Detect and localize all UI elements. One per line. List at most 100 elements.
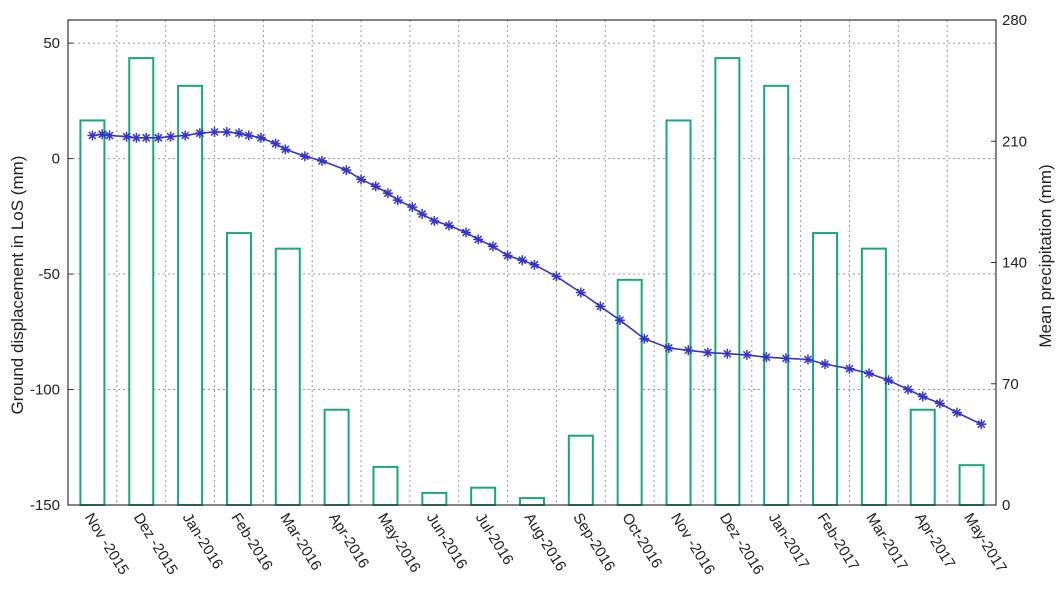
precipitation-bar bbox=[519, 497, 545, 507]
displacement-point bbox=[595, 301, 606, 312]
displacement-point bbox=[951, 407, 962, 418]
x-tick-label: May-2016 bbox=[374, 510, 424, 576]
precipitation-bar bbox=[372, 465, 399, 506]
displacement-series bbox=[87, 127, 987, 430]
right-y-axis-label: Mean precipitation (mm) bbox=[1036, 164, 1055, 347]
left-y-tick-label: -100 bbox=[30, 382, 60, 399]
displacement-point bbox=[575, 287, 586, 298]
precipitation-bar bbox=[958, 464, 985, 506]
precipitation-bar bbox=[665, 119, 692, 506]
displacement-point bbox=[517, 255, 528, 266]
x-tick-label: Dez -2016 bbox=[716, 510, 767, 578]
precipitation-bar bbox=[909, 408, 936, 507]
displacement-point bbox=[255, 132, 266, 143]
displacement-point bbox=[131, 132, 142, 143]
precipitation-bar bbox=[763, 84, 790, 506]
grid bbox=[68, 20, 996, 505]
displacement-point bbox=[614, 315, 625, 326]
precipitation-bars bbox=[79, 57, 985, 507]
precipitation-bar bbox=[714, 57, 741, 506]
right-y-tick-label: 0 bbox=[1002, 497, 1010, 514]
precipitation-bar bbox=[177, 84, 204, 506]
displacement-point bbox=[487, 241, 498, 252]
displacement-point bbox=[316, 155, 327, 166]
displacement-point bbox=[417, 209, 428, 219]
displacement-point bbox=[392, 195, 403, 206]
displacement-point bbox=[104, 130, 115, 141]
left-y-tick-label: 0 bbox=[52, 151, 60, 168]
precipitation-bar bbox=[274, 247, 301, 506]
right-y-tick-label: 140 bbox=[1002, 255, 1027, 272]
displacement-point bbox=[663, 342, 674, 353]
x-tick-label: Oct-2016 bbox=[618, 510, 665, 571]
left-y-tick-label: -50 bbox=[38, 266, 60, 283]
right-y-axis: 280 210 140 70 0 bbox=[991, 12, 1027, 514]
x-tick-label: Feb-2016 bbox=[228, 510, 276, 573]
displacement-point bbox=[639, 333, 650, 344]
right-y-tick-label: 210 bbox=[1002, 133, 1027, 150]
displacement-point bbox=[864, 368, 875, 379]
precipitation-bar bbox=[567, 434, 594, 507]
displacement-point bbox=[461, 227, 472, 238]
displacement-line bbox=[92, 131, 982, 425]
precipitation-bar bbox=[470, 486, 497, 506]
displacement-point bbox=[820, 359, 831, 370]
displacement-point bbox=[934, 398, 945, 409]
displacement-point bbox=[683, 345, 694, 356]
precipitation-bar bbox=[421, 491, 448, 506]
x-tick-label: Jun-2016 bbox=[423, 510, 471, 572]
displacement-point bbox=[802, 354, 813, 365]
x-tick-label: Feb-2017 bbox=[814, 510, 862, 573]
x-tick-label: Jul-2016 bbox=[472, 510, 517, 568]
displacement-point bbox=[233, 128, 244, 139]
displacement-point bbox=[976, 419, 987, 430]
x-tick-label: Dez -2015 bbox=[130, 510, 181, 578]
x-tick-label: May-2017 bbox=[960, 510, 1010, 576]
x-tick-label: Jan-2017 bbox=[765, 510, 813, 572]
displacement-point bbox=[502, 250, 513, 261]
displacement-point bbox=[194, 128, 205, 139]
displacement-point bbox=[780, 353, 791, 364]
displacement-point bbox=[356, 174, 367, 185]
displacement-point bbox=[153, 132, 164, 143]
right-y-tick-label: 280 bbox=[1002, 12, 1027, 29]
precipitation-bar bbox=[225, 232, 252, 507]
left-y-axis-label: Ground displacement in LoS (mm) bbox=[8, 156, 27, 415]
displacement-point bbox=[270, 138, 281, 149]
left-y-tick-label: 50 bbox=[43, 35, 60, 52]
displacement-point bbox=[87, 130, 98, 141]
precipitation-bar bbox=[79, 119, 106, 506]
displacement-point bbox=[903, 384, 914, 395]
displacement-point bbox=[209, 127, 220, 138]
displacement-point bbox=[141, 132, 152, 143]
displacement-point bbox=[761, 352, 772, 363]
displacement-point bbox=[429, 215, 440, 226]
x-tick-label: Mar-2017 bbox=[863, 510, 911, 573]
x-tick-label: Nov -2016 bbox=[667, 510, 718, 578]
x-tick-label: Sep-2016 bbox=[569, 510, 618, 574]
displacement-point bbox=[407, 202, 418, 213]
precipitation-bar bbox=[128, 57, 155, 506]
displacement-point bbox=[917, 391, 928, 402]
x-tick-label: Mar-2016 bbox=[276, 510, 324, 573]
precipitation-bar bbox=[323, 408, 350, 507]
displacement-point bbox=[382, 188, 393, 199]
x-tick-label: Apr-2017 bbox=[911, 510, 958, 571]
displacement-point bbox=[221, 127, 232, 138]
left-y-tick-label: -150 bbox=[30, 497, 60, 514]
displacement-point bbox=[529, 259, 540, 270]
displacement-point bbox=[722, 348, 733, 359]
displacement-point bbox=[473, 234, 484, 245]
displacement-point bbox=[844, 363, 855, 374]
displacement-point bbox=[883, 375, 894, 386]
x-tick-label: Aug-2016 bbox=[521, 510, 570, 574]
x-tick-label: Jan-2016 bbox=[179, 510, 227, 572]
displacement-point bbox=[341, 165, 352, 176]
x-tick-label: Nov -2015 bbox=[81, 510, 132, 578]
displacement-point bbox=[121, 131, 132, 142]
displacement-point bbox=[702, 347, 713, 358]
displacement-point bbox=[280, 144, 291, 155]
displacement-point bbox=[370, 181, 381, 192]
